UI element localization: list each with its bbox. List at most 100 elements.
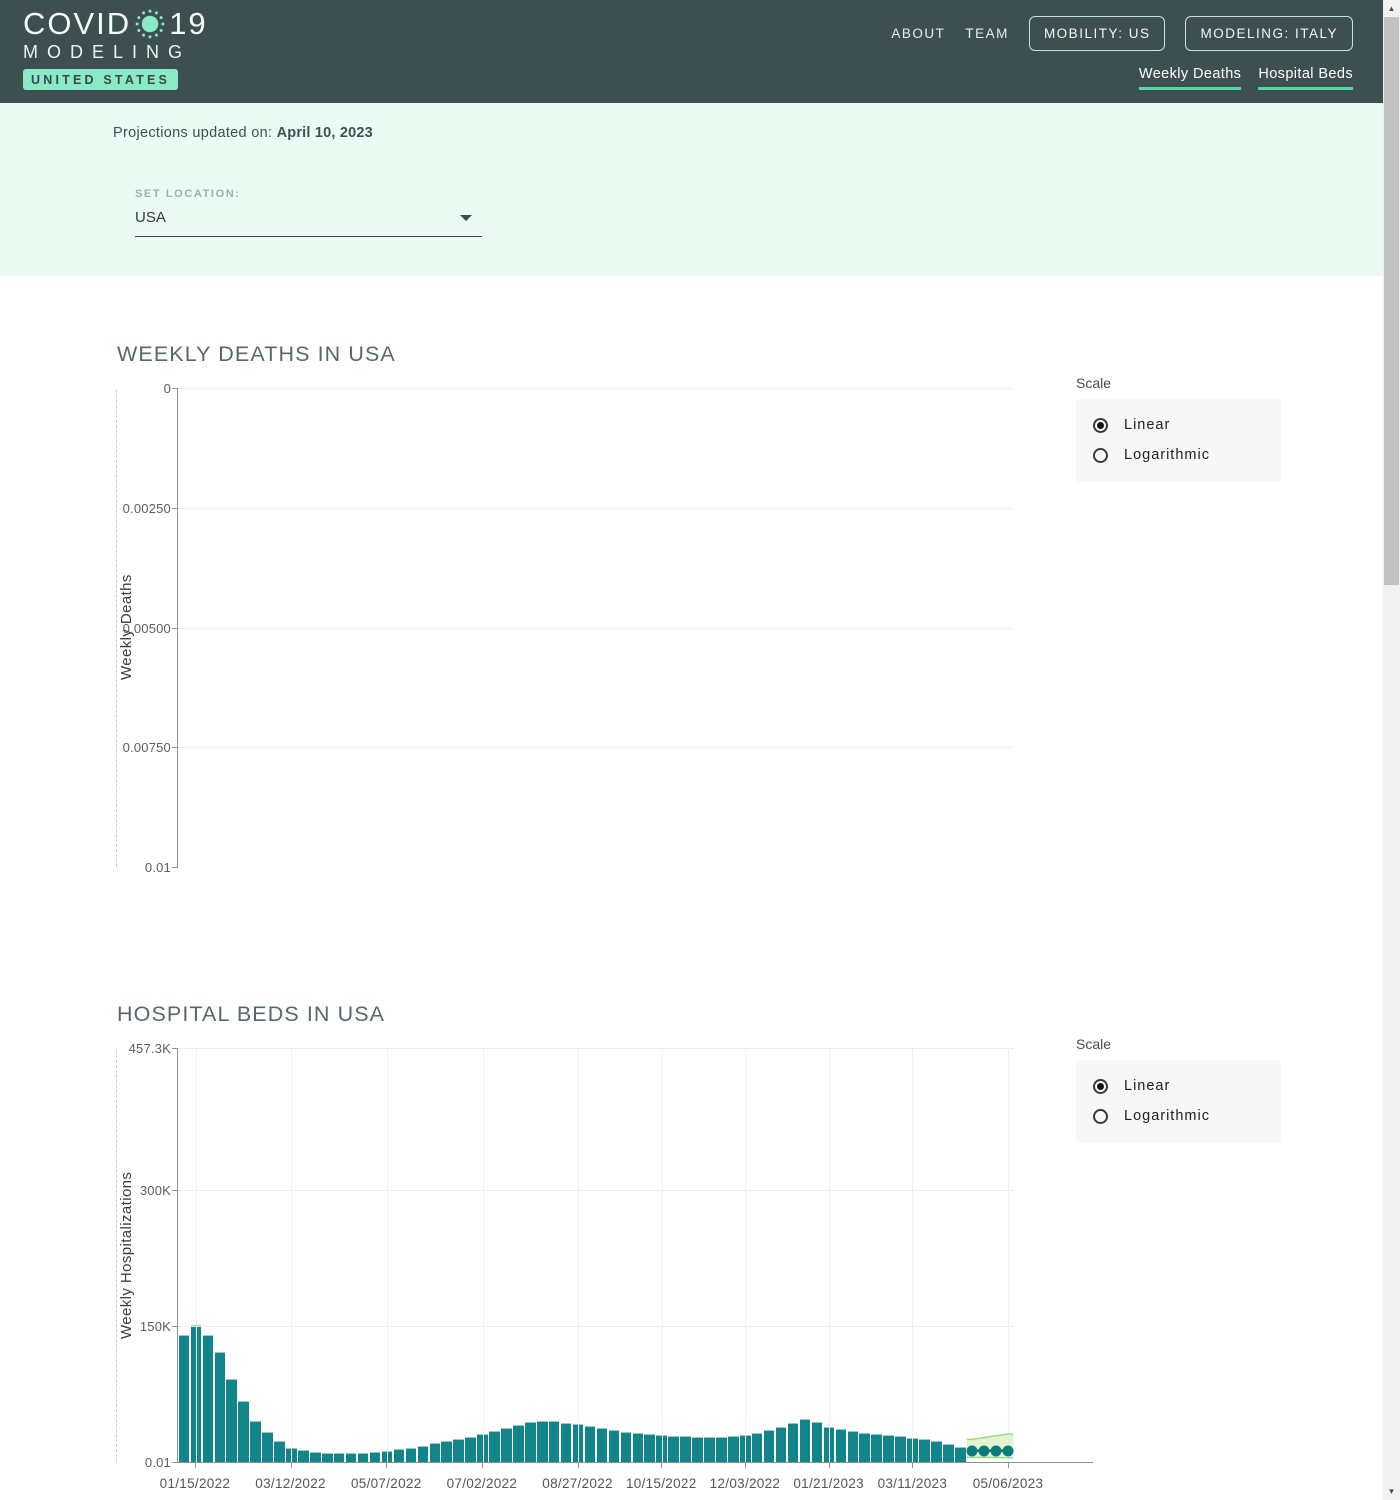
bar[interactable] bbox=[728, 1436, 739, 1462]
bar[interactable] bbox=[847, 1431, 859, 1462]
bar[interactable] bbox=[763, 1429, 775, 1462]
bar[interactable] bbox=[537, 1420, 548, 1462]
bar[interactable] bbox=[716, 1436, 727, 1462]
bar[interactable] bbox=[632, 1433, 644, 1462]
bar[interactable] bbox=[740, 1434, 751, 1462]
tab-hospital-beds[interactable]: Hospital Beds bbox=[1258, 66, 1353, 90]
bar[interactable] bbox=[393, 1449, 405, 1462]
location-select[interactable]: USA bbox=[135, 200, 482, 237]
nav-link-team[interactable]: TEAM bbox=[965, 26, 1009, 41]
bar[interactable] bbox=[238, 1401, 249, 1462]
bar[interactable] bbox=[560, 1422, 572, 1462]
bar[interactable] bbox=[751, 1432, 763, 1462]
x-tick-label: 01/21/2023 bbox=[793, 1476, 864, 1491]
bar[interactable] bbox=[680, 1436, 691, 1462]
projection-dot[interactable] bbox=[966, 1445, 978, 1457]
x-axis-tick bbox=[744, 1462, 746, 1468]
scrollbar-up-arrow[interactable]: ▲ bbox=[1387, 4, 1396, 13]
y-tick-label: 0.01 bbox=[144, 860, 171, 875]
gridline bbox=[912, 1048, 914, 1462]
header-tabs: Weekly Deaths Hospital Beds bbox=[1138, 66, 1353, 90]
bar[interactable] bbox=[405, 1447, 417, 1462]
bar[interactable] bbox=[262, 1432, 273, 1462]
y-axis-title: Weekly Hospitalizations bbox=[118, 1171, 135, 1339]
bar[interactable] bbox=[883, 1434, 894, 1462]
gridline bbox=[661, 1048, 663, 1462]
scrollbar-down-arrow[interactable]: ▼ bbox=[1387, 1487, 1396, 1496]
bar[interactable] bbox=[548, 1421, 560, 1462]
bar[interactable] bbox=[895, 1436, 906, 1462]
bar[interactable] bbox=[441, 1441, 452, 1462]
bar[interactable] bbox=[489, 1431, 500, 1462]
bar[interactable] bbox=[931, 1441, 942, 1462]
projection-dot[interactable] bbox=[978, 1445, 990, 1457]
bar[interactable] bbox=[369, 1451, 381, 1462]
gridline bbox=[1008, 1048, 1010, 1462]
bar[interactable] bbox=[584, 1426, 596, 1462]
bar[interactable] bbox=[811, 1422, 823, 1462]
bar[interactable] bbox=[620, 1431, 632, 1462]
projection-dot[interactable] bbox=[1002, 1445, 1014, 1457]
bar[interactable] bbox=[704, 1436, 715, 1462]
tab-weekly-deaths[interactable]: Weekly Deaths bbox=[1138, 66, 1242, 90]
bar[interactable] bbox=[286, 1447, 297, 1462]
bar[interactable] bbox=[955, 1446, 966, 1462]
scale-option-linear[interactable]: Linear bbox=[1076, 410, 1281, 440]
bar[interactable] bbox=[202, 1335, 214, 1462]
scale-options-card: Linear Logarithmic bbox=[1076, 1060, 1281, 1143]
modeling-italy-button[interactable]: MODELING: ITALY bbox=[1185, 16, 1353, 51]
radio-icon[interactable] bbox=[1093, 1108, 1108, 1124]
nav-link-about[interactable]: ABOUT bbox=[891, 26, 946, 41]
bar[interactable] bbox=[596, 1428, 608, 1462]
radio-label: Logarithmic bbox=[1124, 1108, 1210, 1124]
bar[interactable] bbox=[871, 1433, 882, 1462]
x-axis-tick bbox=[828, 1462, 830, 1468]
bar[interactable] bbox=[859, 1432, 870, 1462]
gridline bbox=[578, 1048, 580, 1462]
scale-panel-deaths: Scale Linear Logarithmic bbox=[1076, 375, 1281, 482]
bar[interactable] bbox=[775, 1426, 787, 1462]
bar[interactable] bbox=[226, 1378, 237, 1462]
projection-dot[interactable] bbox=[990, 1445, 1002, 1457]
bar[interactable] bbox=[943, 1443, 954, 1462]
bar[interactable] bbox=[250, 1421, 261, 1462]
radio-icon[interactable] bbox=[1093, 417, 1108, 433]
bar[interactable] bbox=[274, 1441, 285, 1462]
bar[interactable] bbox=[907, 1437, 918, 1462]
bar[interactable] bbox=[178, 1335, 190, 1462]
bar[interactable] bbox=[298, 1450, 309, 1462]
bar[interactable] bbox=[214, 1352, 226, 1462]
radio-label: Linear bbox=[1124, 417, 1171, 433]
bar[interactable] bbox=[919, 1438, 930, 1462]
bar[interactable] bbox=[357, 1452, 369, 1462]
bar[interactable] bbox=[513, 1424, 524, 1462]
bar[interactable] bbox=[465, 1436, 476, 1462]
bar[interactable] bbox=[322, 1452, 333, 1462]
bar[interactable] bbox=[835, 1429, 847, 1462]
bar[interactable] bbox=[333, 1452, 345, 1462]
bar[interactable] bbox=[787, 1423, 799, 1462]
bar[interactable] bbox=[668, 1435, 679, 1462]
bar[interactable] bbox=[429, 1443, 441, 1462]
bar[interactable] bbox=[345, 1452, 357, 1462]
scale-option-linear[interactable]: Linear bbox=[1076, 1071, 1281, 1101]
bar[interactable] bbox=[310, 1451, 321, 1462]
scale-option-logarithmic[interactable]: Logarithmic bbox=[1076, 1101, 1281, 1131]
scale-panel-title: Scale bbox=[1076, 375, 1112, 391]
bar[interactable] bbox=[799, 1419, 811, 1462]
radio-icon[interactable] bbox=[1093, 447, 1108, 463]
bar[interactable] bbox=[692, 1436, 703, 1462]
bar[interactable] bbox=[453, 1438, 464, 1462]
radio-icon[interactable] bbox=[1093, 1078, 1108, 1094]
bar[interactable] bbox=[501, 1428, 512, 1462]
page-scrollbar: ▲ ▼ bbox=[1383, 0, 1400, 1500]
bar[interactable] bbox=[417, 1445, 429, 1462]
bar[interactable] bbox=[381, 1450, 393, 1462]
gridline bbox=[745, 1048, 747, 1462]
scrollbar-thumb[interactable] bbox=[1384, 17, 1399, 585]
bar[interactable] bbox=[644, 1434, 655, 1462]
scale-option-logarithmic[interactable]: Logarithmic bbox=[1076, 440, 1281, 470]
bar[interactable] bbox=[525, 1422, 536, 1462]
mobility-us-button[interactable]: MOBILITY: US bbox=[1028, 16, 1166, 51]
bar[interactable] bbox=[608, 1429, 620, 1462]
